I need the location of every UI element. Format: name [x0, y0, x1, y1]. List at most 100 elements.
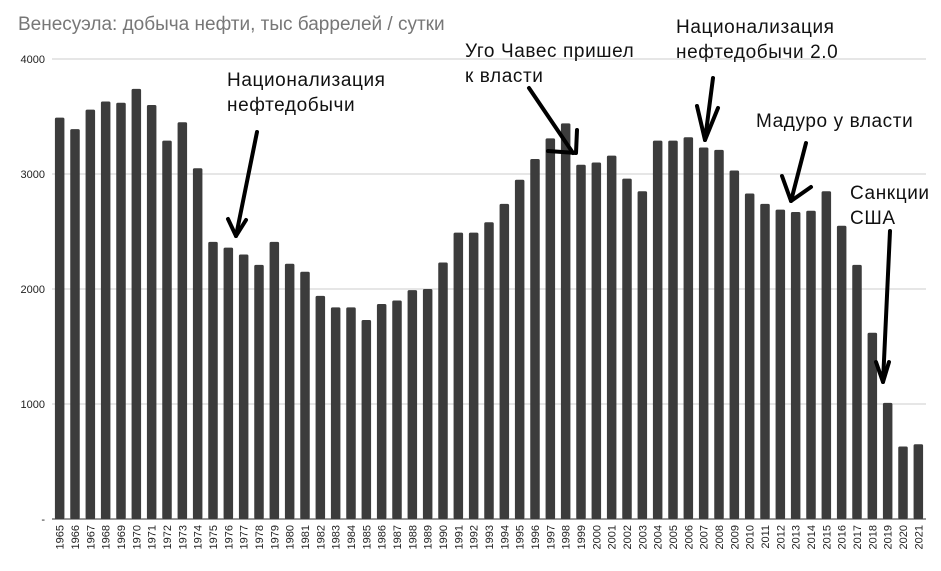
bar-1972 — [162, 140, 172, 519]
bar-2010 — [744, 193, 755, 520]
x-tick-label: 2014 — [806, 525, 818, 549]
bar-2021 — [913, 444, 924, 519]
bar-2011 — [760, 203, 770, 519]
x-tick-label: 1985 — [361, 525, 373, 549]
bar-1998 — [560, 123, 571, 520]
x-tick-label: 1982 — [315, 525, 327, 549]
bar-1973 — [177, 122, 188, 519]
x-tick-label: 2016 — [837, 525, 849, 549]
bar-1965 — [54, 117, 65, 520]
y-tick-label: 1000 — [21, 399, 45, 411]
bar-1986 — [376, 303, 387, 519]
x-tick-label: 2013 — [791, 525, 803, 549]
x-tick-label: 1992 — [469, 525, 481, 549]
bar-2020 — [898, 446, 908, 519]
annotation-sanctions-line2: США — [850, 208, 896, 229]
annotations: Национализация нефтедобычи Уго Чавес при… — [227, 17, 930, 229]
x-tick-label: 2009 — [729, 525, 741, 549]
y-tick-label: 2000 — [21, 284, 45, 296]
arrow-sanctions — [881, 229, 892, 384]
bar-1978 — [254, 264, 264, 519]
x-tick-label: 1994 — [499, 525, 511, 549]
bar-1999 — [576, 164, 586, 520]
x-tick-label: 1979 — [269, 525, 281, 549]
x-tick-label: 2012 — [775, 525, 787, 549]
x-tick-label: 2000 — [591, 525, 603, 549]
bar-2016 — [836, 225, 847, 519]
x-tick-label: 1974 — [193, 525, 205, 549]
bar-1988 — [407, 290, 418, 519]
bar-2015 — [821, 191, 832, 519]
bar-1980 — [284, 263, 295, 519]
bar-1976 — [223, 247, 234, 519]
bar-2017 — [852, 264, 862, 519]
bar-1996 — [530, 159, 540, 520]
bar-1967 — [85, 109, 96, 519]
bar-1966 — [70, 129, 80, 519]
x-tick-label: 1965 — [55, 525, 67, 549]
x-tick-label: 2021 — [913, 525, 925, 549]
arrow-maduro — [789, 141, 808, 203]
x-tick-label: 1999 — [576, 525, 588, 549]
bar-1971 — [146, 105, 157, 519]
bar-1985 — [361, 320, 372, 519]
bar-2003 — [637, 191, 648, 519]
x-tick-label: 2019 — [883, 525, 895, 549]
bar-2018 — [867, 332, 878, 519]
x-tick-label: 1968 — [101, 525, 113, 549]
x-tick-label: 1991 — [453, 525, 465, 549]
x-tick-label: 2007 — [699, 525, 711, 549]
x-tick-label: 2006 — [683, 525, 695, 549]
bar-2001 — [606, 155, 617, 519]
bar-2012 — [775, 209, 786, 519]
bar-2005 — [668, 140, 678, 519]
x-tick-label: 2001 — [607, 525, 619, 549]
bar-2009 — [729, 170, 740, 520]
x-tick-label: 2002 — [622, 525, 634, 549]
x-tick-label: 1987 — [392, 525, 404, 549]
bar-1970 — [131, 88, 142, 520]
bar-1991 — [453, 232, 464, 519]
x-tick-label: 1998 — [561, 525, 573, 549]
x-tick-label: 2017 — [852, 525, 864, 549]
bar-2002 — [622, 178, 632, 519]
x-tick-label: 1972 — [162, 525, 174, 549]
bar-1975 — [208, 241, 218, 519]
x-tick-label: 1969 — [116, 525, 128, 549]
x-tick-label: 2018 — [867, 525, 879, 549]
arrow-chavez-head — [546, 128, 579, 155]
bar-2019 — [882, 402, 893, 519]
y-tick-label: 3000 — [21, 169, 45, 181]
annotation-chavez-line1: Уго Чавес пришел — [465, 41, 634, 62]
x-tick-label: 1978 — [254, 525, 266, 549]
x-tick-label: 1975 — [208, 525, 220, 549]
x-tick-label: 2008 — [714, 525, 726, 549]
arrow-sanctions-head — [874, 360, 891, 384]
x-tick-label: 1983 — [331, 525, 343, 549]
bars — [54, 88, 924, 520]
x-tick-label: 2004 — [653, 525, 665, 549]
annotation-sanctions-line1: Санкции — [850, 183, 930, 204]
x-tick-label: 1986 — [377, 525, 389, 549]
x-tick-label: 1970 — [131, 525, 143, 549]
x-tick-label: 1988 — [407, 525, 419, 549]
x-tick-label: 2010 — [745, 525, 757, 549]
x-tick-label: 2015 — [821, 525, 833, 549]
bar-1984 — [346, 307, 356, 519]
x-tick-label: 1976 — [223, 525, 235, 549]
bar-1981 — [300, 271, 310, 519]
x-tick-label: 2005 — [668, 525, 680, 549]
bar-1993 — [484, 222, 494, 520]
annotation-nationalization-line1: Национализация — [227, 70, 386, 91]
annotation-maduro: Мадуро у власти — [756, 111, 913, 132]
bar-1977 — [238, 254, 249, 519]
x-tick-label: 1989 — [423, 525, 435, 549]
arrow-nationalization-head — [226, 217, 248, 238]
x-tick-label: 1993 — [484, 525, 496, 549]
bar-2013 — [790, 211, 801, 519]
x-tick-label: 1967 — [85, 525, 97, 549]
x-axis-ticks: 1965 1966 1967 1968 1969 1970 1971 1972 1973 1974… — [55, 525, 926, 549]
bar-1992 — [468, 232, 479, 519]
arrow-nationalization2-head — [695, 104, 720, 142]
